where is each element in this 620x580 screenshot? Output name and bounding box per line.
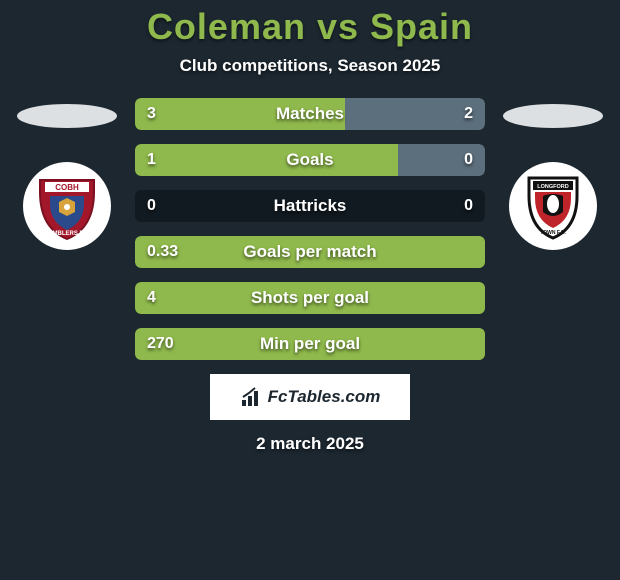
source-logo-text: FcTables.com — [268, 387, 381, 407]
bar-fill-left — [135, 282, 485, 314]
left-team-crest: COBH RAMBLERS F.C. — [23, 162, 111, 250]
bar-value-right: 2 — [464, 98, 473, 130]
content-row: COBH RAMBLERS F.C. 3 Matches 2 1 — [0, 98, 620, 360]
stat-bar-goals: 1 Goals 0 — [135, 144, 485, 176]
svg-text:TOWN F.C.: TOWN F.C. — [540, 230, 566, 236]
footer-date: 2 march 2025 — [256, 434, 364, 454]
cobh-ramblers-crest-icon: COBH RAMBLERS F.C. — [23, 162, 111, 250]
source-logo: FcTables.com — [210, 374, 410, 420]
stat-bar-goals-per-match: 0.33 Goals per match — [135, 236, 485, 268]
page-subtitle: Club competitions, Season 2025 — [180, 56, 441, 76]
left-team-shadow — [17, 104, 117, 128]
right-team-shadow — [503, 104, 603, 128]
longford-town-crest-icon: LONGFORD TOWN F.C. — [509, 162, 597, 250]
stat-bars: 3 Matches 2 1 Goals 0 0 Hattricks 0 — [135, 98, 485, 360]
stat-bar-min-per-goal: 270 Min per goal — [135, 328, 485, 360]
page-title: Coleman vs Spain — [147, 6, 473, 48]
bar-value-left: 0.33 — [147, 236, 178, 268]
left-team-column: COBH RAMBLERS F.C. — [17, 98, 117, 250]
bar-value-right: 0 — [464, 190, 473, 222]
bar-fill-left — [135, 328, 485, 360]
svg-text:LONGFORD: LONGFORD — [537, 184, 568, 190]
stat-bar-matches: 3 Matches 2 — [135, 98, 485, 130]
bar-value-right: 0 — [464, 144, 473, 176]
bar-label: Hattricks — [135, 190, 485, 222]
bar-fill-left — [135, 236, 485, 268]
stat-bar-hattricks: 0 Hattricks 0 — [135, 190, 485, 222]
comparison-infographic: Coleman vs Spain Club competitions, Seas… — [0, 0, 620, 580]
bar-value-left: 4 — [147, 282, 156, 314]
right-team-crest: LONGFORD TOWN F.C. — [509, 162, 597, 250]
svg-text:RAMBLERS F.C.: RAMBLERS F.C. — [44, 231, 91, 237]
bar-value-left: 270 — [147, 328, 174, 360]
bar-fill-left — [135, 98, 345, 130]
stat-bar-shots-per-goal: 4 Shots per goal — [135, 282, 485, 314]
bar-value-left: 1 — [147, 144, 156, 176]
bar-value-left: 0 — [147, 190, 156, 222]
bar-fill-left — [135, 144, 398, 176]
right-team-column: LONGFORD TOWN F.C. — [503, 98, 603, 250]
bar-value-left: 3 — [147, 98, 156, 130]
svg-text:COBH: COBH — [55, 183, 79, 192]
fctables-logo-icon — [240, 386, 262, 408]
